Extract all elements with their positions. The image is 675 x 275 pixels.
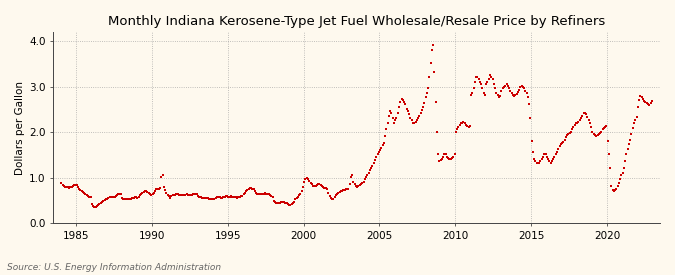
Title: Monthly Indiana Kerosene-Type Jet Fuel Wholesale/Resale Price by Refiners: Monthly Indiana Kerosene-Type Jet Fuel W…	[108, 15, 605, 28]
Y-axis label: Dollars per Gallon: Dollars per Gallon	[15, 81, 25, 175]
Text: Source: U.S. Energy Information Administration: Source: U.S. Energy Information Administ…	[7, 263, 221, 272]
